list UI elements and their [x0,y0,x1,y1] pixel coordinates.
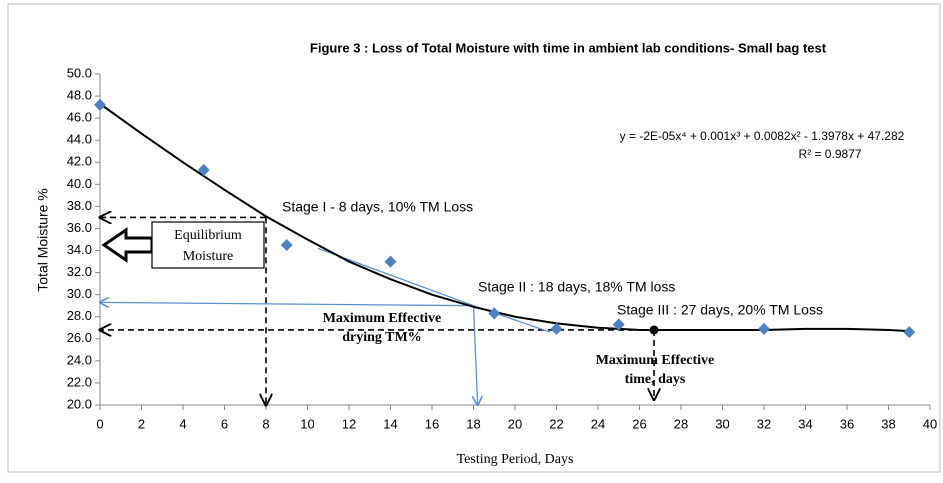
y-tick-label: 30.0 [67,286,92,301]
y-tick-label: 24.0 [67,352,92,367]
x-tick-label: 26 [632,416,646,431]
guide-line [100,302,474,305]
x-tick-label: 12 [342,416,356,431]
chart-title: Figure 3 : Loss of Total Moisture with t… [310,40,827,55]
x-tick-label: 28 [674,416,688,431]
label: Maximum Effective [596,353,715,368]
label: time, days [625,372,686,387]
key-point [649,325,659,335]
x-tick-label: 34 [798,416,812,431]
x-tick-label: 16 [425,416,439,431]
x-tick-label: 6 [221,416,228,431]
y-tick-label: 44.0 [67,132,92,147]
annotation: Stage I - 8 days, 10% TM Loss [282,199,473,215]
x-axis-label: Testing Period, Days [457,452,574,467]
annotation: Stage II : 18 days, 18% TM loss [478,279,675,295]
data-point [197,163,210,176]
y-tick-label: 50.0 [67,65,92,80]
x-tick-label: 30 [715,416,729,431]
data-point [550,322,563,335]
x-tick-label: 24 [591,416,605,431]
equilibrium-box [151,221,265,269]
y-tick-label: 38.0 [67,198,92,213]
label: drying TM% [342,330,421,345]
y-tick-label: 28.0 [67,308,92,323]
y-tick-label: 26.0 [67,330,92,345]
y-axis-label: Total Moisture % [35,188,51,291]
x-tick-label: 32 [757,416,771,431]
x-tick-label: 40 [923,416,937,431]
x-tick-label: 18 [466,416,480,431]
y-tick-label: 40.0 [67,176,92,191]
x-tick-label: 10 [300,416,314,431]
x-tick-label: 22 [549,416,563,431]
data-point [384,255,397,268]
trendline [99,102,910,333]
r-squared: R² = 0.9877 [798,147,861,161]
x-tick-label: 38 [881,416,895,431]
y-tick-label: 48.0 [67,88,92,103]
y-tick-label: 22.0 [67,374,92,389]
data-point [612,318,625,331]
y-tick-label: 46.0 [67,110,92,125]
x-tick-label: 36 [840,416,854,431]
data-point [94,98,106,111]
label: Maximum Effective [323,311,442,326]
box-text: Equilibrium [174,228,242,243]
frame [7,3,941,473]
y-tick-label: 36.0 [67,220,92,235]
box-text: Moisture [183,249,234,264]
x-tick-label: 2 [138,416,145,431]
x-tick-label: 0 [96,416,103,431]
x-tick-label: 14 [383,416,397,431]
data-point [488,307,501,320]
data-point [758,322,770,335]
annotation: Stage III : 27 days, 20% TM Loss [617,302,823,318]
arrow-icon [101,227,154,263]
data-point [280,239,293,252]
data-point [903,326,916,339]
guide-line [474,305,478,405]
x-tick-label: 4 [179,416,186,431]
y-tick-label: 32.0 [67,264,92,279]
y-tick-label: 42.0 [67,154,92,169]
x-tick-label: 8 [262,416,269,431]
y-tick-label: 34.0 [67,242,92,257]
equation: y = -2E-05x⁴ + 0.001x³ + 0.0082x² - 1.39… [620,129,905,143]
x-tick-label: 20 [508,416,522,431]
y-tick-label: 20.0 [67,396,92,411]
